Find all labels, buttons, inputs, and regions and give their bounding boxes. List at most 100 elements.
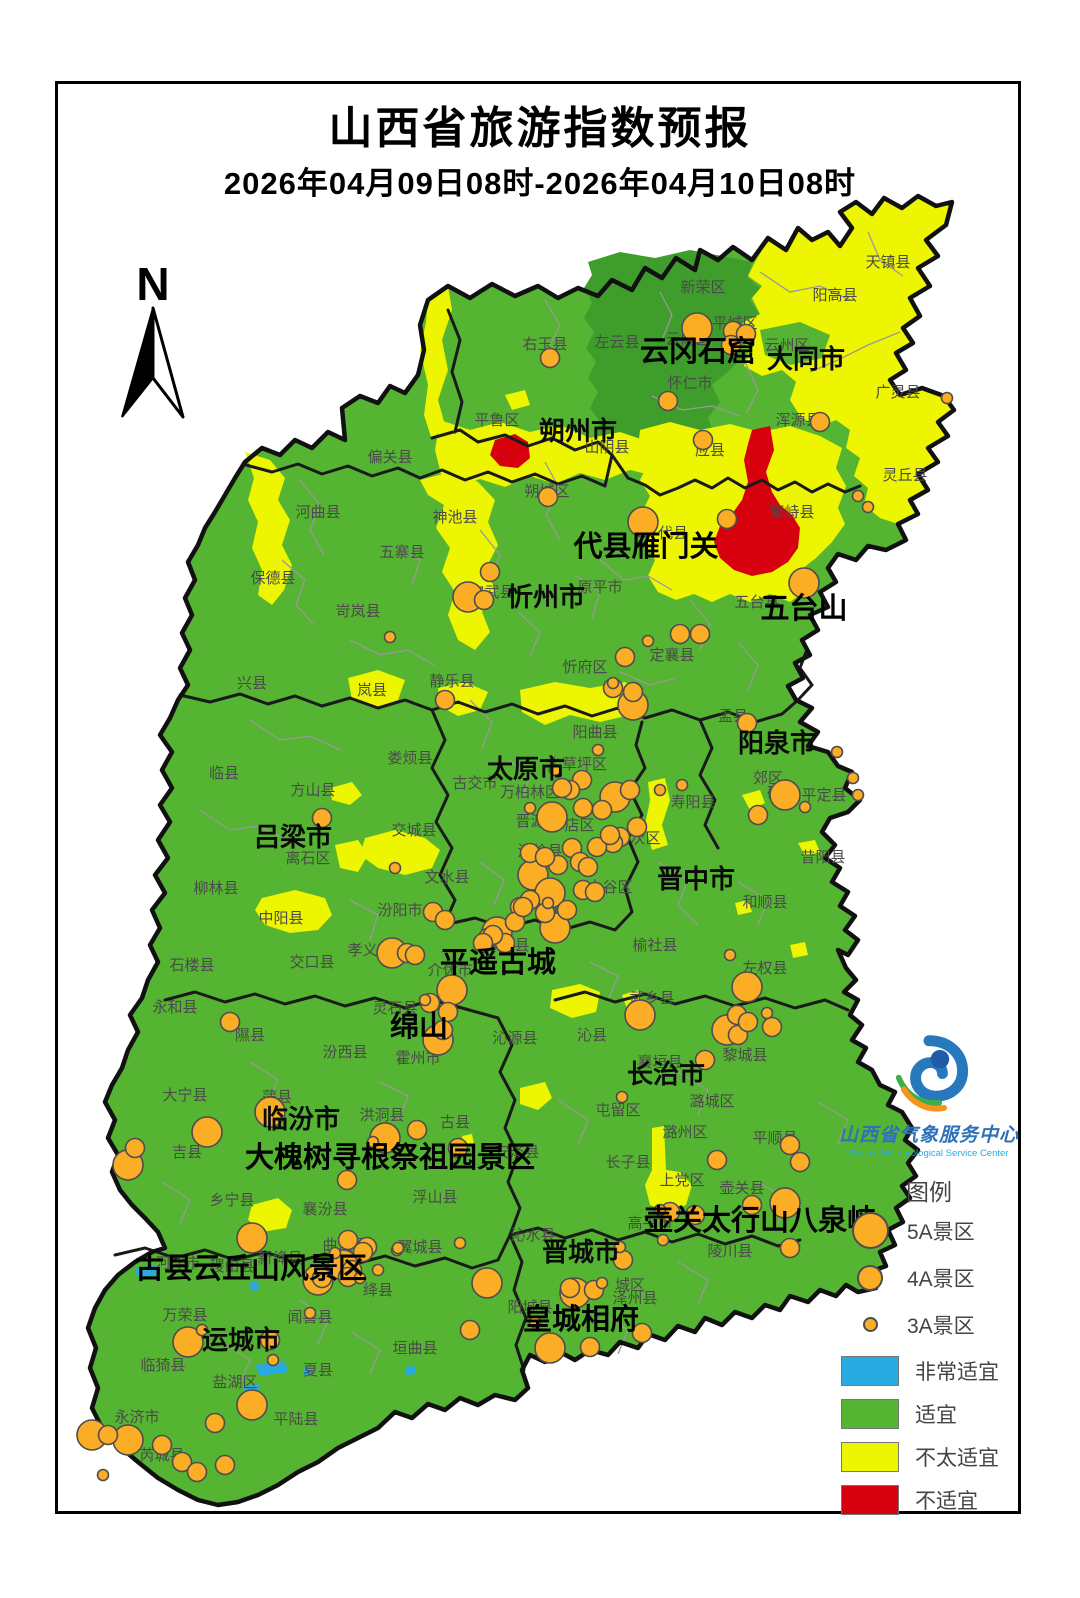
county-label: 古交市 [452, 774, 497, 792]
scenic-spot-3a-marker [615, 1090, 629, 1104]
scenic-spot-5a-marker [436, 974, 468, 1006]
city-label: 太原市 [487, 754, 565, 784]
scenic-spot-4a-marker [706, 1149, 728, 1171]
scenic-spot-3a-marker [656, 1233, 670, 1247]
scenic-spot-3a-marker [613, 1240, 627, 1254]
scenic-spot-5a-marker [627, 506, 659, 538]
county-label: 临县 [209, 765, 239, 782]
scenic-area-label: 绵山 [390, 1010, 448, 1043]
scenic-spot-5a-marker [112, 1424, 144, 1456]
scenic-spots-layer [76, 312, 954, 1483]
scenic-spot-4a-marker [586, 836, 608, 858]
county-label: 沁县 [577, 1027, 607, 1044]
scenic-spot-4a-marker [747, 804, 769, 826]
scenic-spot-4a-marker [537, 486, 559, 508]
county-label: 阳城县 [507, 1299, 552, 1316]
county-label: 忻府区 [562, 659, 607, 676]
county-label: 古县 [440, 1114, 470, 1131]
city-label: 晋城市 [542, 1237, 620, 1267]
county-label: 永济市 [114, 1409, 159, 1426]
county-label: 屯留区 [595, 1102, 640, 1119]
scenic-spot-4a-marker [619, 779, 641, 801]
scenic-spot-3a-marker [851, 489, 865, 503]
scenic-spot-3a-marker [595, 1276, 609, 1290]
scenic-area-label: 五台山 [760, 591, 847, 625]
county-label: 岚县 [357, 682, 387, 699]
scenic-spot-4a-marker [259, 1329, 281, 1351]
scenic-spot-3a-marker [523, 801, 537, 815]
scenic-spot-4a-marker [684, 1204, 706, 1226]
county-label: 平陆县 [273, 1411, 318, 1428]
county-label: 灵丘县 [882, 467, 927, 484]
scenic-spot-4a-marker [669, 623, 691, 645]
county-label: 乡宁县 [209, 1192, 254, 1209]
county-label: 城区 [615, 1277, 645, 1294]
county-label: 方山县 [290, 782, 335, 799]
county-label: 襄汾县 [302, 1201, 347, 1218]
county-label: 文水县 [424, 869, 469, 886]
unsuitable-swatch [841, 1484, 899, 1515]
scenic-spot-4a-marker [473, 589, 495, 611]
scenic-spot-5a-marker [769, 779, 801, 811]
scenic-spot-3a-marker [383, 630, 397, 644]
scenic-spot-4a-marker [779, 1237, 801, 1259]
county-label: 垣曲县 [392, 1340, 437, 1357]
county-label: 沁源县 [492, 1030, 537, 1047]
county-label: 兴县 [237, 675, 267, 692]
scenic-spot-4a-marker [591, 799, 613, 821]
scenic-spot-4a-marker [577, 856, 599, 878]
county-label: 潞城区 [689, 1093, 734, 1110]
scenic-spot-3a-marker [453, 1236, 467, 1250]
county-label: 阳高县 [812, 287, 857, 304]
5a-spot-icon [851, 1212, 889, 1249]
scenic-spot-3a-marker [391, 1241, 405, 1255]
scenic-spot-4a-marker [539, 347, 561, 369]
scenic-spot-3a-marker [798, 800, 812, 814]
scenic-spot-4a-marker [622, 681, 644, 703]
scenic-spot-4a-marker [741, 1194, 763, 1216]
city-label: 忻州市 [507, 582, 585, 612]
scenic-spot-3a-marker [353, 1271, 367, 1285]
county-boundaries [161, 231, 904, 1385]
legend-item-3a: 3A景区 [833, 1301, 1025, 1348]
province-outline [85, 193, 957, 1508]
county-label: 五寨县 [379, 543, 424, 561]
scenic-spot-3a-marker [366, 1135, 380, 1149]
county-label: 怀仁市 [667, 375, 712, 392]
scenic-spot-4a-marker [551, 777, 573, 799]
scenic-spot-4a-marker [124, 1137, 146, 1159]
scenic-spot-4a-marker [97, 1424, 119, 1446]
county-label: 右玉县 [522, 336, 567, 353]
scenic-spot-4a-marker [447, 1137, 469, 1159]
scenic-spot-5a-marker [731, 971, 763, 1003]
city-label: 朔州市 [539, 416, 617, 446]
county-label: 浮山县 [412, 1189, 457, 1206]
county-label: 榆社县 [632, 937, 677, 954]
county-label: 洪洞县 [359, 1107, 404, 1124]
legend-panel: 山西省气象服务中心 Shanxi Meteorological Service … [833, 1034, 1025, 1520]
county-label: 五台县 [734, 594, 779, 611]
scenic-spot-4a-marker [406, 1119, 428, 1141]
scenic-area-label: 壶关太行山八泉峡 [644, 1203, 876, 1237]
county-label: 柳林县 [193, 880, 238, 897]
county-label: 昔阳县 [800, 849, 845, 866]
scenic-spot-4a-marker [809, 411, 831, 433]
scenic-spot-4a-marker [214, 1454, 236, 1476]
scenic-spot-5a-marker [534, 1332, 566, 1364]
scenic-spot-5a-marker [624, 999, 656, 1031]
scenic-spot-5a-marker [681, 312, 713, 344]
scenic-spot-3a-marker [723, 948, 737, 962]
scenic-spot-4a-marker [512, 896, 534, 918]
legend-item-suitable: 适宜 [833, 1393, 1025, 1434]
scenic-spot-4a-marker [336, 1169, 358, 1191]
scenic-spot-4a-marker [434, 689, 456, 711]
scenic-spot-3a-marker [591, 743, 605, 757]
county-label: 广灵县 [875, 384, 920, 401]
scenic-spot-3a-marker [606, 676, 620, 690]
county-label: 代县 [658, 525, 688, 542]
county-label: 夏县 [303, 1362, 333, 1379]
county-label: 浑源县 [775, 412, 820, 429]
county-label: 灵石县 [372, 1000, 417, 1017]
